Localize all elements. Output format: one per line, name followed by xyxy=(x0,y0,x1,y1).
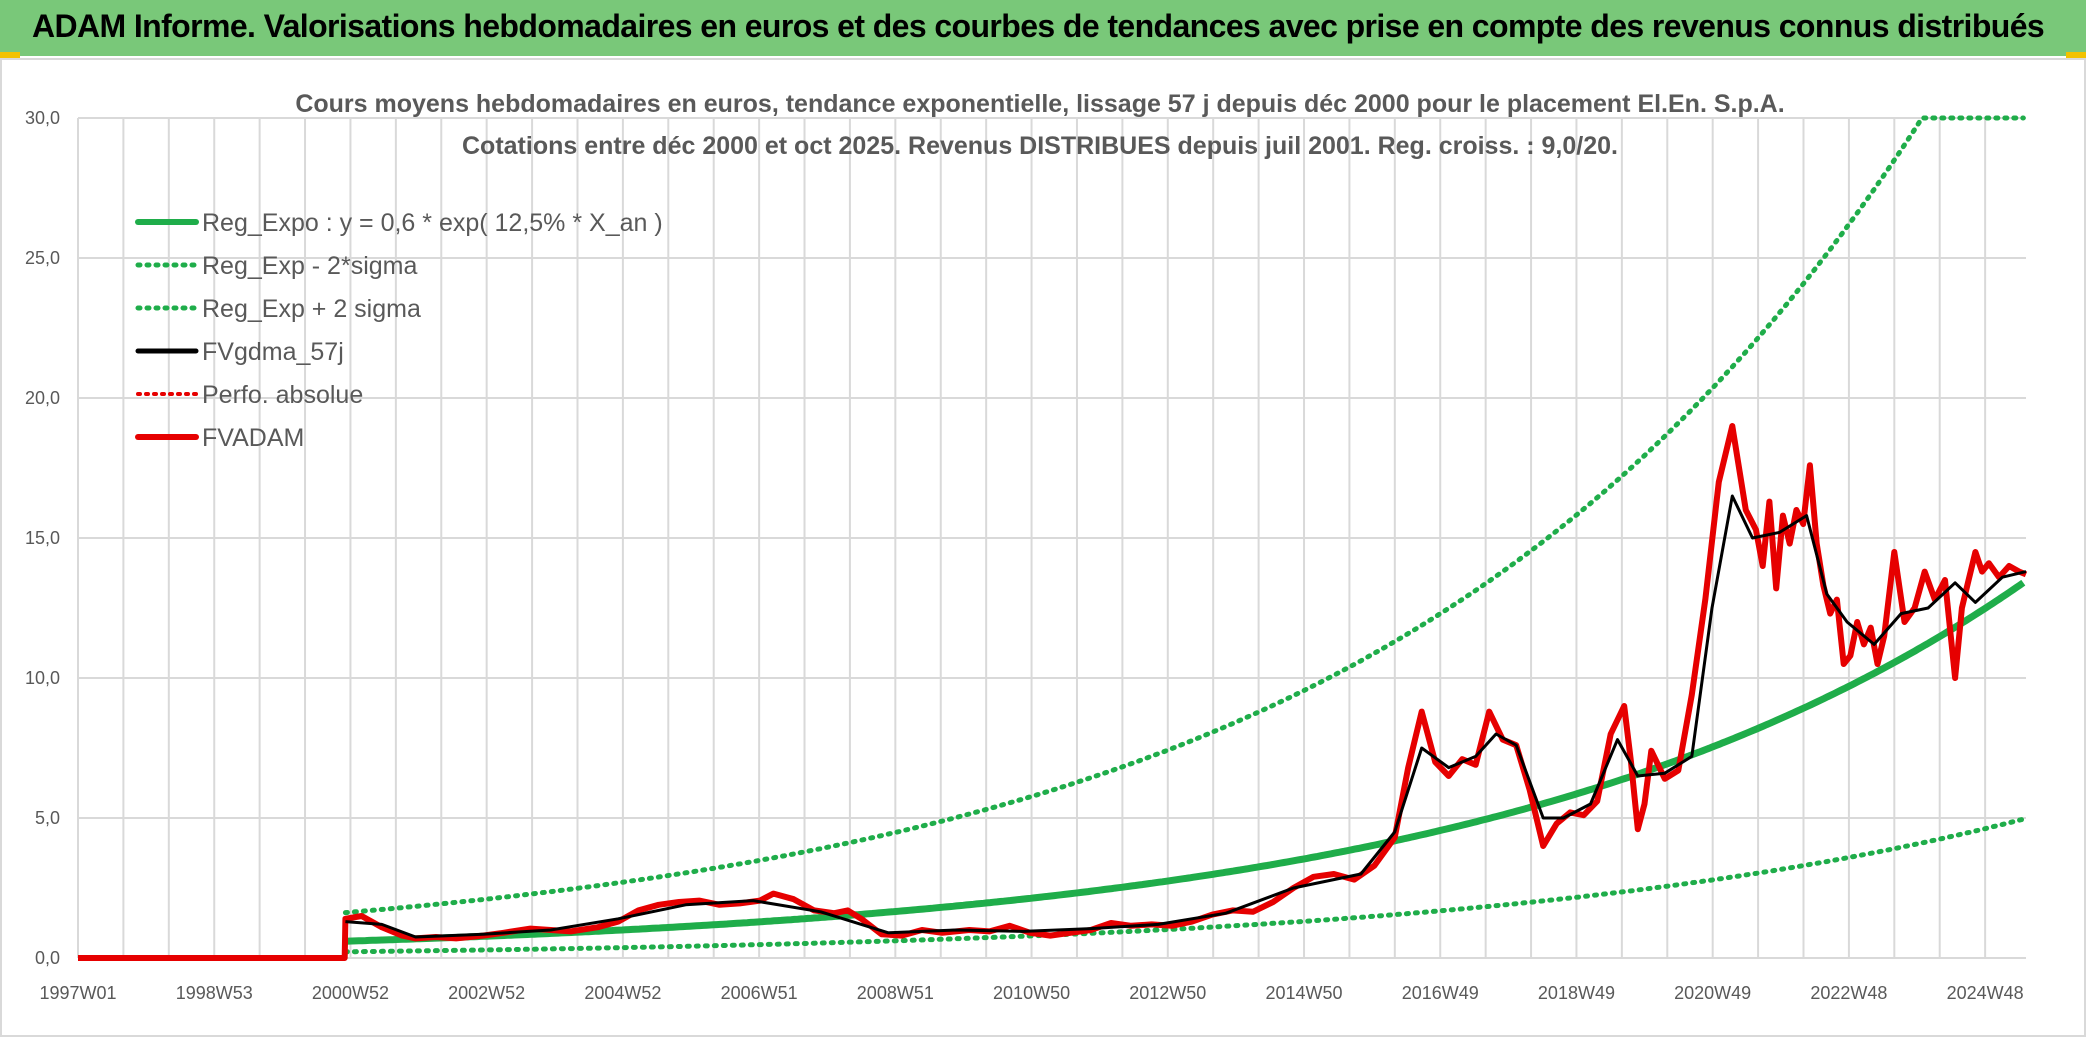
x-tick-label: 2016W49 xyxy=(1402,983,1479,1003)
chart-title: Cours moyens hebdomadaires en euros, ten… xyxy=(295,90,1784,118)
x-tick-label: 2000W52 xyxy=(312,983,389,1003)
legend-label: FVADAM xyxy=(202,424,304,452)
legend-label: Reg_Exp + 2 sigma xyxy=(202,295,421,323)
legend-label: FVgdma_57j xyxy=(202,338,344,366)
legend-label: Perfo. absolue xyxy=(202,381,363,409)
fvgdma-line xyxy=(345,494,2027,939)
banner-title: ADAM Informe. Valorisations hebdomadaire… xyxy=(32,8,2045,44)
x-tick-label: 1997W01 xyxy=(39,983,116,1003)
y-tick-label: 15,0 xyxy=(25,528,60,548)
x-tick-label: 2018W49 xyxy=(1538,983,1615,1003)
y-tick-label: 10,0 xyxy=(25,668,60,688)
y-axis-ticks: 0,0 5,0 10,0 15,0 20,0 25,0 30,0 xyxy=(25,108,60,968)
x-tick-label: 2022W48 xyxy=(1810,983,1887,1003)
y-tick-label: 5,0 xyxy=(35,808,60,828)
x-axis-ticks: 1997W01 1998W53 2000W52 2002W52 2004W52 2006W… xyxy=(39,983,2023,1003)
x-tick-label: 2012W50 xyxy=(1129,983,1206,1003)
legend-label: Reg_Expo : y = 0,6 * exp( 12,5% * X_an ) xyxy=(202,209,663,237)
y-tick-label: 25,0 xyxy=(25,248,60,268)
x-tick-label: 2006W51 xyxy=(721,983,798,1003)
chart-subtitle: Cotations entre déc 2000 et oct 2025. Re… xyxy=(462,132,1618,160)
x-tick-label: 2014W50 xyxy=(1265,983,1342,1003)
legend: Reg_Expo : y = 0,6 * exp( 12,5% * X_an )… xyxy=(135,209,663,452)
y-tick-label: 20,0 xyxy=(25,388,60,408)
fvadam-line xyxy=(78,423,2028,961)
y-tick-label: 0,0 xyxy=(35,948,60,968)
header-banner: ADAM Informe. Valorisations hebdomadaire… xyxy=(0,0,2086,58)
banner-corner-right xyxy=(2066,52,2086,58)
legend-label: Reg_Exp - 2*sigma xyxy=(202,252,417,280)
chart-frame xyxy=(0,58,2086,1037)
trend-upper-2sigma-line xyxy=(342,115,2026,916)
banner-corner-left xyxy=(0,52,20,58)
chart-title-group: Cours moyens hebdomadaires en euros, ten… xyxy=(295,90,1784,160)
trend-lower-2sigma-line xyxy=(342,816,2026,955)
x-tick-label: 1998W53 xyxy=(176,983,253,1003)
x-tick-label: 2002W52 xyxy=(448,983,525,1003)
x-tick-label: 2008W51 xyxy=(857,983,934,1003)
x-tick-label: 2020W49 xyxy=(1674,983,1751,1003)
y-tick-label: 30,0 xyxy=(25,108,60,128)
x-tick-label: 2024W48 xyxy=(1947,983,2024,1003)
trend-expo-line xyxy=(345,579,2026,945)
grid-lines xyxy=(77,117,2026,959)
x-tick-label: 2010W50 xyxy=(993,983,1070,1003)
series-layer xyxy=(78,115,2028,961)
x-tick-label: 2004W52 xyxy=(584,983,661,1003)
